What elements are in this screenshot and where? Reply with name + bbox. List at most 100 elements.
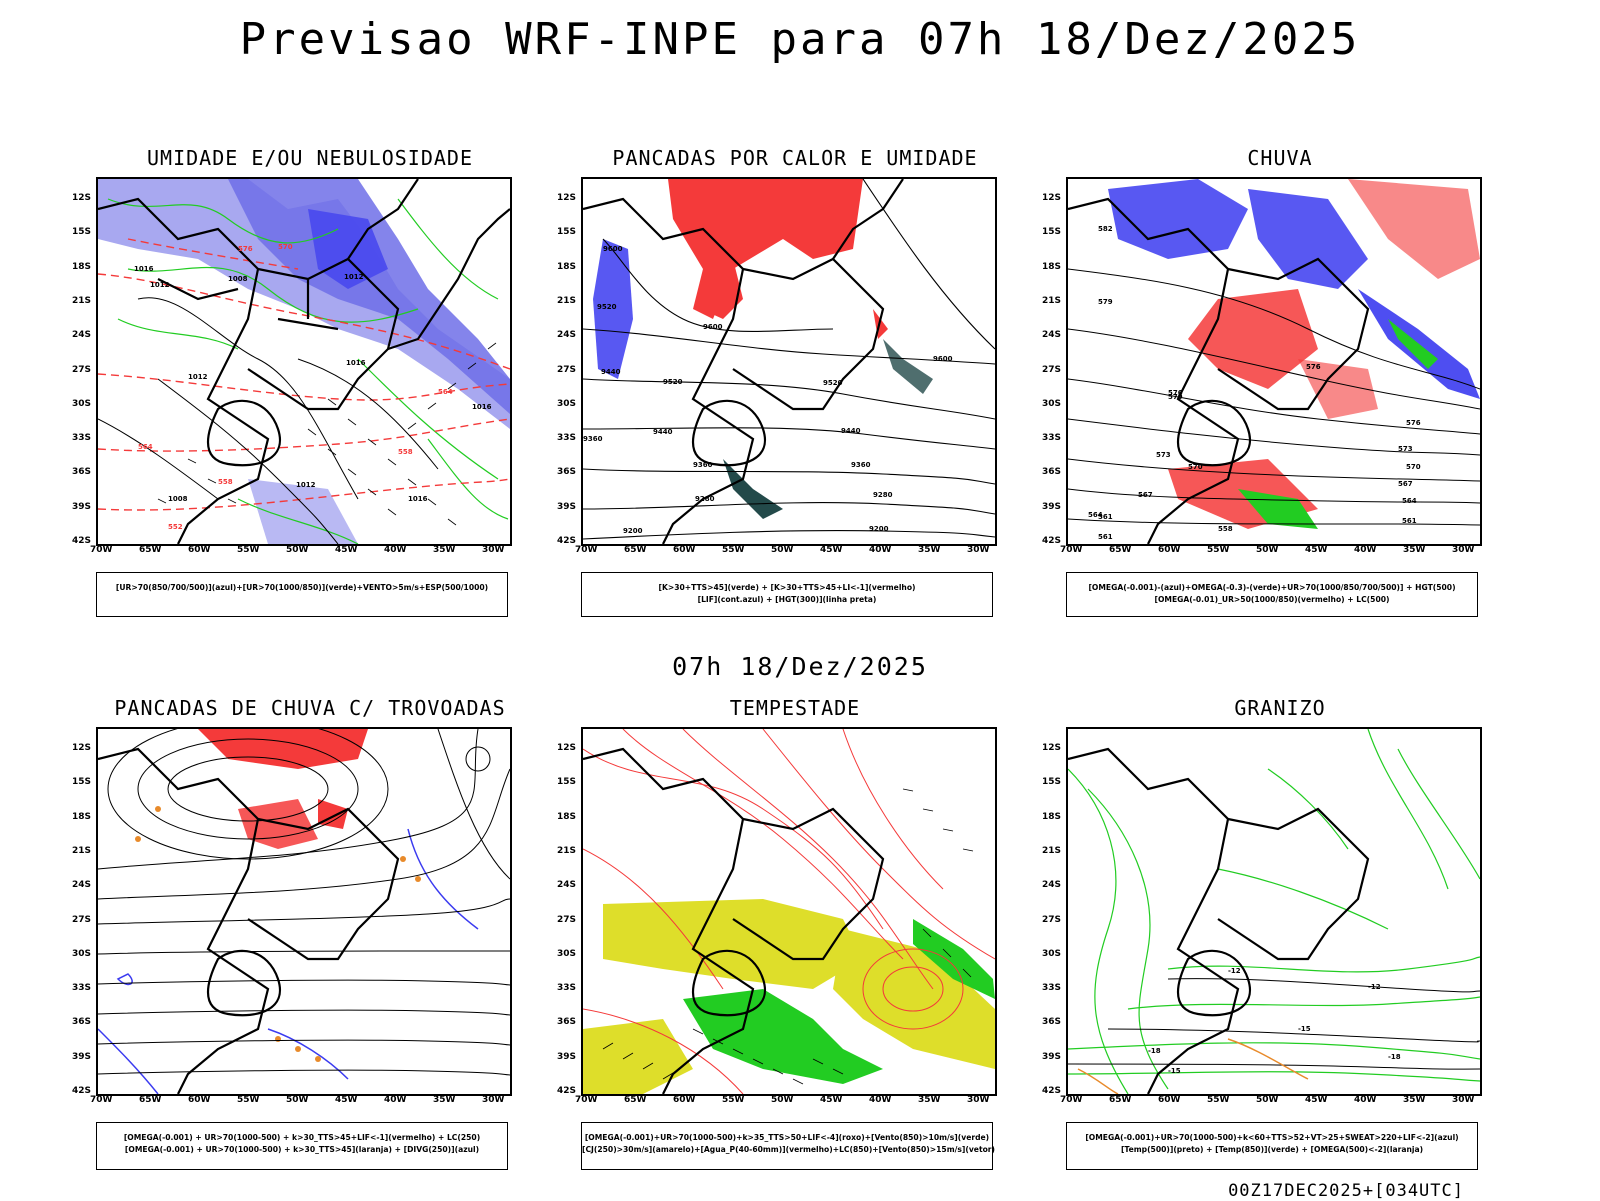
lon-tick-label: 70W (1060, 545, 1083, 555)
p2-contour-label: 9520 (597, 303, 617, 311)
lat-tick-label: 15S (557, 227, 577, 238)
p2-contour-label: 9280 (695, 495, 715, 503)
panel-title-granizo: GRANIZO (1234, 696, 1326, 720)
lat-tick-label: 21S (557, 295, 577, 306)
lon-tick-label: 60W (188, 545, 211, 555)
lon-tick-label: 55W (1207, 545, 1230, 555)
p2-contour-label: 9600 (933, 355, 953, 363)
legend-umidade: [UR>70(850/700/500)](azul)+[UR>70(1000/8… (96, 572, 508, 617)
p3-contour-label: 573 (1398, 445, 1413, 453)
legend-chuva: [OMEGA(-0.001)-(azul)+OMEGA(-0.3)-(verde… (1066, 572, 1478, 617)
p2-contour-label: 9520 (663, 378, 683, 386)
p1-contour-label: 1008 (228, 275, 248, 283)
map-granizo-svg: -18 -15 -12 -18 -15 -12 (1068, 729, 1480, 1094)
lat-tick-label: 42S (1042, 536, 1062, 546)
lat-tick-label: 33S (72, 433, 92, 444)
p3-contour-label: 579 (1098, 298, 1113, 306)
p1-contour-label: 1016 (472, 403, 492, 411)
map-granizo: -18 -15 -12 -18 -15 -12 (1066, 727, 1482, 1096)
lat-tick-label: 21S (1042, 845, 1062, 856)
legend-tempestade: [OMEGA(-0.001)+UR>70(1000-500)+k>35_TTS>… (581, 1122, 995, 1170)
legend-line: [OMEGA(-0.001) + UR>70(1000-500) + k>30_… (124, 1145, 480, 1154)
lat-tick-label: 21S (72, 845, 92, 856)
p3-contour-label: 576 (1168, 389, 1183, 397)
lon-tick-label: 70W (90, 545, 113, 555)
p1-contour-label: 558 (398, 448, 413, 456)
lon-tick-label: 50W (771, 1095, 794, 1105)
panel-title-umidade: UMIDADE E/OU NEBULOSIDADE (146, 146, 474, 170)
p6-contour-label: -18 (1148, 1047, 1161, 1055)
legend-granizo: [OMEGA(-0.001)+UR>70(1000-500)+k<60+TTS>… (1066, 1122, 1478, 1170)
legend-line: [OMEGA(-0.001)+UR>70(1000-500)+k>35_TTS>… (584, 1133, 990, 1142)
lon-tick-label: 30W (482, 545, 505, 555)
p1-contour-label: 1016 (134, 265, 154, 273)
p1-contour-label: 576 (238, 245, 253, 253)
p3-contour-label: 576 (1306, 363, 1321, 371)
lat-tick-label: 36S (72, 1017, 92, 1028)
lat-tick-label: 42S (72, 1086, 92, 1096)
p6-contour-label: -12 (1228, 967, 1241, 975)
map-umidade-svg: 1016 1012 1008 1012 1016 1012 1008 1012 … (98, 179, 510, 544)
legend-line: [OMEGA(-0.001)+UR>70(1000-500)+k<60+TTS>… (1085, 1133, 1459, 1142)
lat-tick-label: 39S (1042, 501, 1062, 512)
lat-tick-label: 15S (72, 777, 92, 788)
lat-tick-label: 21S (1042, 295, 1062, 306)
lat-tick-label: 24S (72, 880, 92, 891)
p3-contour-label: 567 (1138, 491, 1153, 499)
p3-contour-label: 573 (1156, 451, 1171, 459)
lat-tick-label: 30S (557, 398, 577, 409)
lat-tick-label: 30S (72, 948, 92, 959)
lon-tick-label: 65W (1109, 1095, 1132, 1105)
lat-tick-label: 12S (72, 743, 92, 753)
lat-tick-label: 27S (72, 914, 92, 925)
lat-tick-label: 12S (557, 193, 577, 203)
lat-tick-label: 39S (557, 1051, 577, 1062)
p6-contour-label: -15 (1168, 1067, 1181, 1075)
mid-title: 07h 18/Dez/2025 (672, 652, 928, 681)
legend-line: [LIF](cont.azul) + [HGT(300)](linha pret… (697, 595, 877, 604)
lat-tick-label: 24S (1042, 880, 1062, 891)
map-umidade: 1016 1012 1008 1012 1016 1012 1008 1012 … (96, 177, 512, 546)
p2-contour-label: 9520 (823, 379, 843, 387)
p2-contour-label: 9280 (873, 491, 893, 499)
lon-tick-label: 45W (1305, 545, 1328, 555)
map-pancadas-calor-svg: 9600 9520 9440 9360 9280 9200 9600 9520 … (583, 179, 995, 544)
lon-tick-label: 40W (384, 545, 407, 555)
panel-title-trovoadas: PANCADAS DE CHUVA C/ TROVOADAS (114, 696, 506, 720)
lon-tick-label: 65W (624, 1095, 647, 1105)
lon-tick-label: 70W (575, 1095, 598, 1105)
lon-tick-label: 70W (90, 1095, 113, 1105)
p3-contour-label: 564 (1088, 511, 1103, 519)
lon-tick-label: 50W (1256, 1095, 1279, 1105)
p3-contour-label: 570 (1406, 463, 1421, 471)
lon-tick-label: 35W (1403, 1095, 1426, 1105)
lon-tick-label: 30W (1452, 545, 1475, 555)
p1-contour-label: 1008 (168, 495, 188, 503)
p3-contour-label: 576 (1406, 419, 1421, 427)
lat-tick-label: 15S (1042, 777, 1062, 788)
main-title: Previsao WRF-INPE para 07h 18/Dez/2025 (239, 14, 1361, 65)
lat-tick-label: 12S (1042, 193, 1062, 203)
p3-contour-label: 561 (1098, 513, 1113, 521)
p3-contour-label: 567 (1398, 480, 1413, 488)
lon-tick-label: 55W (1207, 1095, 1230, 1105)
map-tempestade-svg (583, 729, 995, 1094)
lat-tick-label: 27S (557, 364, 577, 375)
lat-tick-label: 18S (72, 811, 92, 822)
p1-contour-label: 1012 (188, 373, 208, 381)
lon-tick-label: 60W (188, 1095, 211, 1105)
lat-tick-label: 27S (1042, 364, 1062, 375)
lon-tick-label: 40W (384, 1095, 407, 1105)
lon-tick-label: 30W (967, 545, 990, 555)
lon-tick-label: 55W (237, 545, 260, 555)
lat-tick-label: 18S (1042, 261, 1062, 272)
p2-contour-label: 9600 (603, 245, 623, 253)
p2-contour-label: 9360 (693, 461, 713, 469)
lat-tick-label: 42S (1042, 1086, 1062, 1096)
lon-tick-label: 40W (1354, 545, 1377, 555)
lon-tick-label: 30W (1452, 1095, 1475, 1105)
lon-tick-label: 55W (722, 545, 745, 555)
lon-tick-label: 60W (673, 545, 696, 555)
lat-tick-label: 33S (557, 983, 577, 994)
p1-contour-label: 570 (278, 243, 293, 251)
